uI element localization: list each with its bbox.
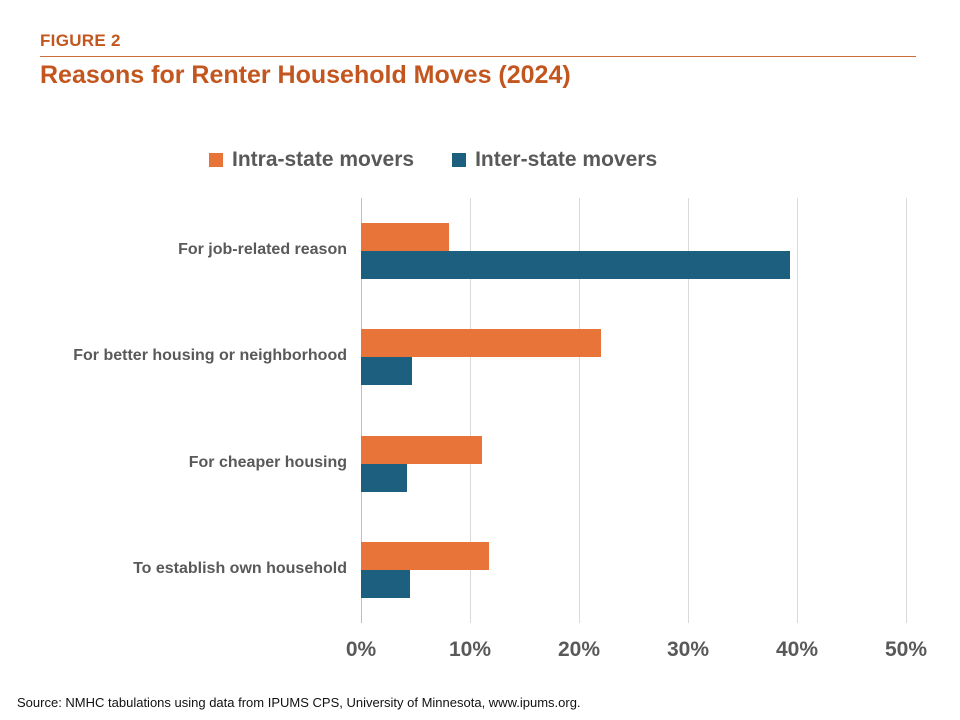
bar-intra-state: [361, 223, 450, 252]
gridline-50%: [906, 198, 907, 623]
bar-intra-state: [361, 541, 489, 570]
bar-group: [361, 198, 906, 304]
legend-label: Intra-state movers: [232, 148, 415, 171]
bar-pair: [361, 223, 906, 280]
bar-inter-state: [361, 569, 411, 598]
x-tick-label: 20%: [557, 638, 601, 661]
bar-group: [361, 411, 906, 517]
legend-item-0: Intra-state movers: [209, 148, 414, 172]
bar-group: [361, 517, 906, 623]
plot-area: For job-related reason For better housing…: [73, 198, 907, 623]
chart-title: Reasons for Renter Household Moves (2024…: [40, 61, 571, 89]
source-note: Source: NMHC tabulations using data from…: [17, 695, 581, 710]
legend-item-1: Inter-state movers: [452, 148, 657, 172]
x-tick-label: 0%: [345, 638, 377, 661]
x-tick-label: 40%: [775, 638, 819, 661]
header-rule: [40, 56, 916, 57]
category-label: For better housing or neighborhood: [73, 347, 347, 365]
bar-pair: [361, 435, 906, 492]
bar-group: [361, 304, 906, 410]
legend-swatch-icon: [452, 153, 467, 167]
x-tick-label: 30%: [666, 638, 710, 661]
category-label: For cheaper housing: [188, 453, 347, 471]
bar-intra-state: [361, 329, 601, 358]
bar-pair: [361, 329, 906, 386]
gridline-30%: [688, 198, 689, 623]
gridline-20%: [579, 198, 580, 623]
x-axis: 0% 10% 20% 30% 40% 50%: [346, 638, 927, 670]
chart-legend: Intra-state movers Inter-state movers: [209, 148, 657, 172]
bar-intra-state: [361, 435, 482, 464]
gridline-0%: [361, 198, 362, 623]
legend-label: Inter-state movers: [475, 148, 658, 171]
legend-swatch-icon: [209, 153, 223, 167]
gridline-10%: [470, 198, 471, 623]
bar-inter-state: [361, 463, 407, 492]
x-tick-label: 10%: [448, 638, 492, 661]
bar-pair: [361, 541, 906, 598]
figure-label: FIGURE 2: [40, 31, 121, 50]
x-tick-label: 50%: [884, 638, 928, 661]
category-label: For job-related reason: [178, 241, 347, 259]
bar-inter-state: [361, 357, 413, 386]
bar-inter-state: [361, 251, 791, 280]
gridline-40%: [797, 198, 798, 623]
category-label: To establish own household: [133, 559, 347, 577]
